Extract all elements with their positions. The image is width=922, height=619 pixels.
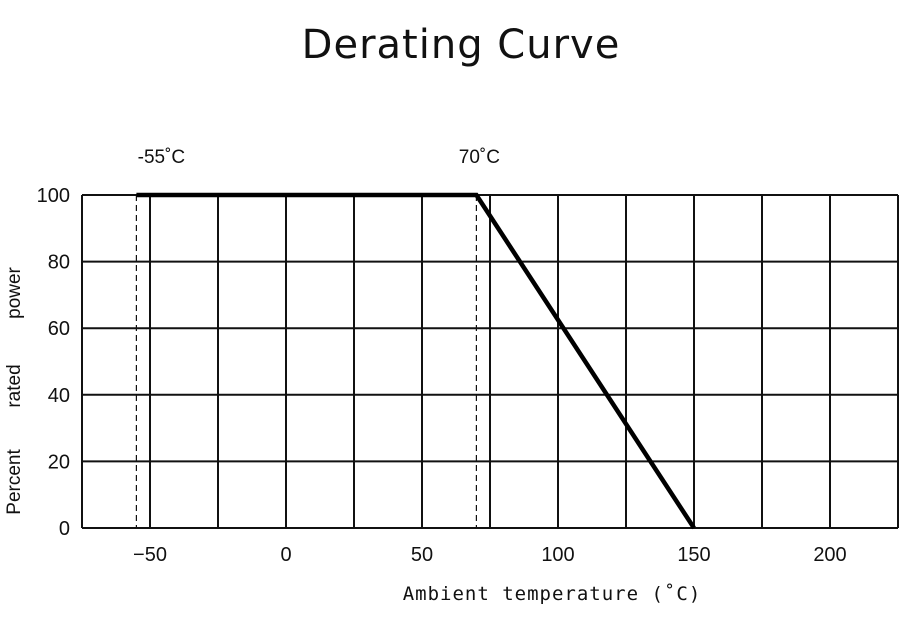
y-tick-label: 60 bbox=[48, 318, 70, 340]
chart-title: Derating Curve bbox=[301, 22, 621, 68]
y-axis-label: Percent rated power bbox=[4, 266, 25, 514]
y-tick-label: 100 bbox=[37, 185, 70, 207]
y-tick-label: 80 bbox=[48, 252, 70, 274]
x-tick-label: 200 bbox=[813, 544, 846, 566]
series-group bbox=[136, 192, 696, 530]
y-tick-label: 20 bbox=[48, 451, 70, 473]
y-tick-label: 0 bbox=[59, 518, 70, 540]
x-tick-label: 50 bbox=[411, 544, 433, 566]
derating-line bbox=[136, 192, 696, 530]
x-tick-label: 150 bbox=[677, 544, 710, 566]
reference-label: 70˚C bbox=[459, 147, 500, 168]
y-axis-label-word: rated bbox=[4, 364, 25, 407]
x-tick-label: −50 bbox=[133, 544, 167, 566]
reference-label: -55˚C bbox=[138, 147, 186, 168]
reference-lines bbox=[135, 195, 477, 528]
y-axis-label-word: Percent bbox=[4, 449, 25, 515]
x-tick-label: 100 bbox=[541, 544, 574, 566]
grid bbox=[81, 194, 899, 529]
y-tick-label: 40 bbox=[48, 385, 70, 407]
x-tick-labels: −50 0 50 100 150 200 bbox=[133, 544, 847, 566]
y-tick-labels: 0 20 40 60 80 100 bbox=[37, 185, 70, 540]
x-tick-label: 0 bbox=[280, 544, 291, 566]
reference-labels: -55˚C 70˚C bbox=[138, 147, 500, 168]
y-axis-label-word: power bbox=[4, 266, 25, 318]
x-axis-label: Ambient temperature (˚C) bbox=[403, 583, 702, 605]
